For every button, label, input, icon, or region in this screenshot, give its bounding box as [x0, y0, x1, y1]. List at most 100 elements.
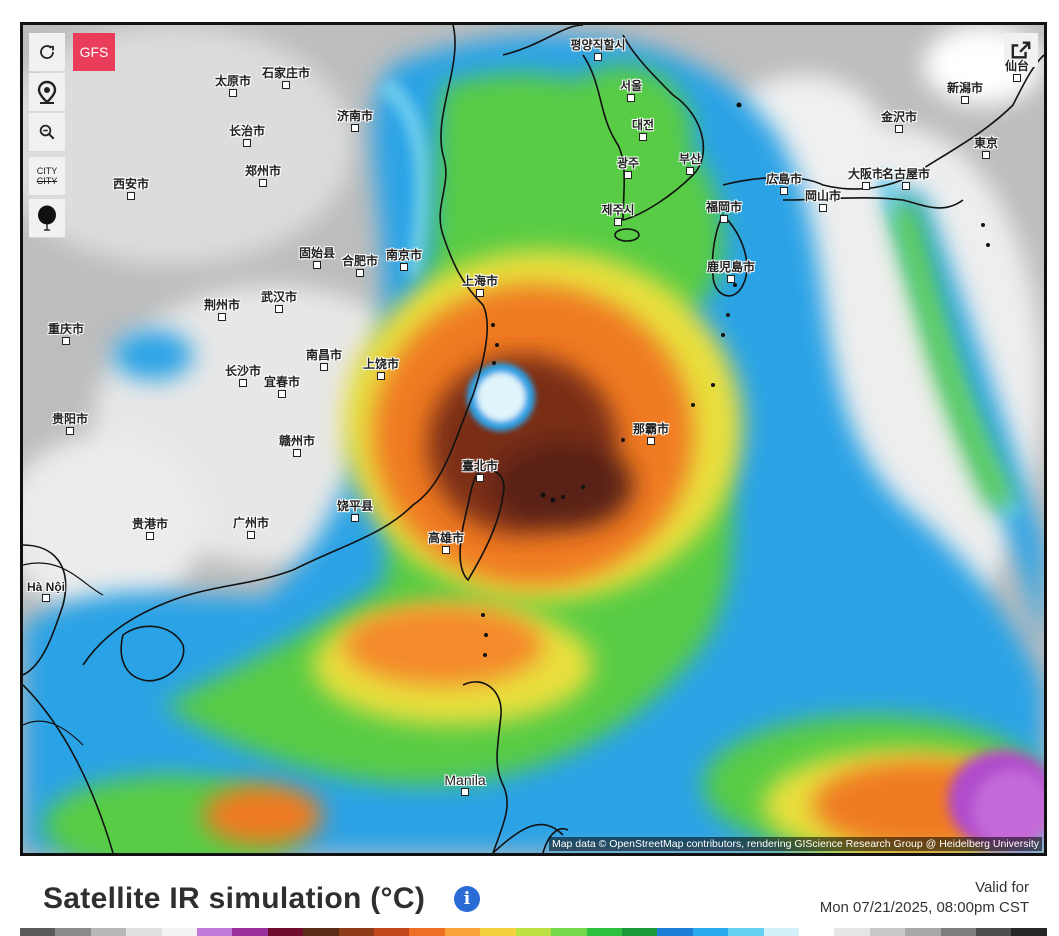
scale-swatch: [657, 928, 693, 936]
city-marker-guigang: [146, 532, 154, 540]
city-label-tokyo: 東京: [973, 136, 999, 150]
city-marker-yichun: [278, 390, 286, 398]
city-toggle-line2: CITY: [36, 176, 58, 186]
share-button[interactable]: [1004, 33, 1038, 67]
scale-swatch: [374, 928, 410, 936]
city-marker-kagoshima: [727, 275, 735, 283]
city-marker-zhengzhou: [259, 179, 267, 187]
zoom-icon: [39, 124, 55, 140]
city-label-jeju: 제주시: [601, 203, 635, 217]
scale-swatch: [515, 928, 552, 936]
info-icon[interactable]: i: [454, 886, 480, 912]
city-label-kaohsiung: 高雄市: [427, 531, 465, 545]
city-marker-hefei: [356, 269, 364, 277]
city-label-hanoi: Hà Nội: [26, 580, 66, 594]
city-marker-taiyuan: [229, 89, 237, 97]
city-marker-kanazawa: [895, 125, 903, 133]
city-marker-fukuoka: [720, 215, 728, 223]
scale-swatch: [303, 928, 339, 936]
city-marker-sendai: [1013, 74, 1021, 82]
scale-swatch: [551, 928, 587, 936]
scale-swatch: [905, 928, 941, 936]
city-label-nanjing: 南京市: [385, 248, 423, 262]
city-label-xian: 西安市: [112, 177, 150, 191]
zoom-button[interactable]: [29, 113, 65, 152]
city-label-hiroshima: 広島市: [765, 172, 803, 186]
map-attribution[interactable]: Map data © OpenStreetMap contributors, r…: [548, 837, 1042, 851]
city-label-nagoya: 名古屋市: [881, 167, 931, 181]
scale-swatch: [232, 928, 268, 936]
location-button[interactable]: [29, 73, 65, 112]
city-label-guangzhou: 广州市: [232, 516, 270, 530]
city-marker-taipei: [476, 474, 484, 482]
city-marker-shijiazhuang: [282, 81, 290, 89]
model-badge[interactable]: GFS: [73, 33, 115, 71]
city-label-raoping: 饶平县: [336, 499, 374, 513]
city-label-jinan: 济南市: [336, 109, 374, 123]
valid-label: Valid for: [975, 879, 1029, 896]
scale-swatch: [444, 928, 481, 936]
city-label-guiyang: 贵阳市: [51, 412, 89, 426]
scale-swatch: [975, 928, 1012, 936]
scale-swatch: [20, 928, 56, 936]
city-label-jingzhou: 荆州市: [203, 298, 241, 312]
location-pin-icon: [37, 80, 57, 104]
city-marker-hanoi: [42, 594, 50, 602]
city-marker-osaka: [862, 182, 870, 190]
balloon-button[interactable]: [29, 199, 65, 238]
satellite-ir-layer: [23, 25, 1044, 853]
city-marker-raoping: [351, 514, 359, 522]
city-toggle-button[interactable]: CITY CITY: [29, 157, 65, 196]
city-label-manila: Manila: [444, 772, 486, 788]
weather-map[interactable]: GFS CITY CITY 평양직할시 서울 대전 광주 부산 제주시 石家庄市 太原市 济南市…: [20, 22, 1047, 856]
scale-swatch: [161, 928, 198, 936]
city-marker-shanghai: [476, 289, 484, 297]
city-label-sendai: 仙台: [1004, 59, 1030, 73]
city-marker-jeju: [614, 218, 622, 226]
city-label-shanghai: 上海市: [461, 274, 499, 288]
scale-swatch: [126, 928, 162, 936]
valid-time-block: Valid for Mon 07/21/2025, 08:00pm CST: [820, 878, 1029, 918]
city-label-hefei: 合肥市: [341, 254, 379, 268]
scale-swatch: [586, 928, 622, 936]
city-label-shijiazhuang: 石家庄市: [261, 66, 311, 80]
scale-swatch: [621, 928, 658, 936]
city-marker-xiangyang: [313, 261, 321, 269]
city-label-nanchang: 南昌市: [305, 348, 343, 362]
scale-swatch: [1011, 928, 1047, 936]
valid-time: Mon 07/21/2025, 08:00pm CST: [819, 899, 1029, 916]
refresh-button[interactable]: [29, 33, 65, 72]
city-marker-xian: [127, 192, 135, 200]
city-marker-kaohsiung: [442, 546, 450, 554]
city-marker-luoyang: [243, 139, 251, 147]
city-label-okayama: 岡山市: [804, 189, 842, 203]
city-marker-nanjing: [400, 263, 408, 271]
city-label-daejeon: 대전: [631, 118, 655, 132]
city-marker-nanchang: [320, 363, 328, 371]
scale-swatch: [834, 928, 870, 936]
city-label-chongqing: 重庆市: [47, 322, 85, 336]
city-label-naha: 那霸市: [632, 422, 670, 436]
scale-swatch: [55, 928, 91, 936]
city-marker-manila: [461, 788, 469, 796]
scale-swatch: [728, 928, 764, 936]
city-marker-busan: [686, 167, 694, 175]
scale-swatch: [869, 928, 906, 936]
city-label-fukuoka: 福岡市: [705, 200, 743, 214]
city-marker-nagoya: [902, 182, 910, 190]
scale-swatch: [763, 928, 799, 936]
city-marker-guangzhou: [247, 531, 255, 539]
refresh-icon: [40, 45, 54, 59]
city-marker-shangrao: [377, 372, 385, 380]
city-label-busan: 부산: [678, 152, 702, 166]
map-title: Satellite IR simulation (°C): [43, 882, 426, 915]
city-toggle-icon: CITY CITY: [37, 166, 58, 186]
scale-swatch: [940, 928, 976, 936]
city-marker-chongqing: [62, 337, 70, 345]
city-marker-ganzhou: [293, 449, 301, 457]
city-marker-naha: [647, 437, 655, 445]
city-marker-wuhan: [275, 305, 283, 313]
city-marker-gwangju: [624, 171, 632, 179]
city-marker-hiroshima: [780, 187, 788, 195]
